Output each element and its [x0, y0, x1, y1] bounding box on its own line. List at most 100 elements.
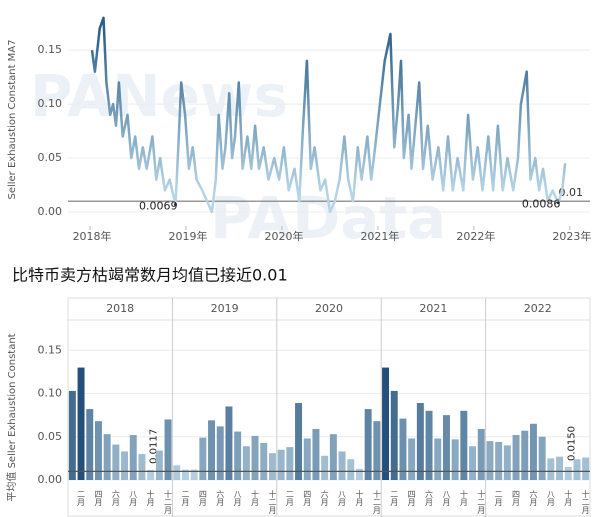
x-tick-label: 十二月 — [581, 489, 590, 515]
x-tick-label: 六月 — [216, 489, 225, 507]
bar — [399, 418, 407, 480]
y-tick-label: 0.10 — [38, 387, 63, 400]
bar — [138, 454, 146, 480]
value-label: 0.0117 — [149, 429, 160, 464]
value-label: 0.0150 — [566, 426, 577, 461]
bar — [190, 469, 198, 480]
bar — [547, 458, 555, 480]
bar — [94, 421, 102, 480]
x-tick-label: 八月 — [546, 490, 555, 507]
bar — [425, 410, 433, 480]
bar — [181, 469, 189, 480]
x-tick-label: 八月 — [129, 490, 138, 507]
bar — [503, 445, 511, 480]
group-header: 2019 — [211, 302, 239, 315]
x-tick-label: 2020年 — [264, 229, 303, 243]
x-tick-label: 四月 — [512, 490, 521, 507]
bar — [260, 442, 268, 480]
bar — [486, 441, 494, 480]
bar — [312, 428, 320, 480]
annotation-label: 0.0086 — [522, 198, 561, 211]
x-tick-label: 二月 — [390, 490, 399, 507]
bar — [77, 367, 85, 480]
bar — [234, 431, 242, 480]
x-tick-label: 十月 — [564, 489, 573, 507]
x-tick-label: 十二月 — [372, 489, 381, 515]
bar — [164, 419, 172, 480]
y-tick-label: 0.00 — [38, 473, 63, 486]
bar — [103, 434, 111, 480]
x-tick-label: 二月 — [285, 490, 294, 507]
group-header: 2022 — [524, 302, 552, 315]
bar — [573, 459, 581, 480]
chart-title: 比特币卖方枯竭常数月均值已接近0.01 — [12, 266, 288, 285]
bar — [382, 367, 390, 480]
x-tick-label: 六月 — [529, 489, 538, 507]
group-header: 2020 — [315, 302, 343, 315]
x-tick-label: 六月 — [320, 489, 329, 507]
x-tick-label: 十月 — [355, 489, 364, 507]
y-axis-label: 平均值 Seller Exhaustion Constant — [5, 333, 18, 501]
x-tick-label: 二月 — [494, 490, 503, 507]
bar — [556, 456, 564, 480]
bar — [364, 409, 372, 480]
bar — [373, 421, 381, 480]
annotation-label: 0.0069 — [139, 200, 178, 213]
bar — [216, 426, 224, 480]
x-tick-label: 二月 — [77, 490, 86, 507]
x-tick-label: 四月 — [198, 490, 207, 507]
bar — [208, 420, 216, 480]
bar — [268, 453, 276, 480]
x-tick-label: 四月 — [94, 490, 103, 507]
bar — [286, 447, 294, 480]
bar — [155, 450, 163, 480]
y-tick-label: 0.00 — [38, 205, 63, 218]
group-header: 2021 — [419, 302, 447, 315]
bar — [434, 438, 442, 480]
bar — [582, 457, 590, 480]
bar — [355, 468, 363, 480]
x-tick-label: 八月 — [442, 490, 451, 507]
watermark: PANews — [30, 62, 288, 130]
bar — [442, 415, 450, 480]
bar — [521, 430, 529, 480]
x-tick-label: 十月 — [459, 489, 468, 507]
reference-label: 0.01 — [559, 186, 584, 199]
bar — [347, 459, 355, 480]
bar — [564, 467, 572, 480]
y-tick-label: 0.15 — [38, 43, 63, 56]
x-tick-label: 十二月 — [164, 489, 173, 515]
bar — [242, 446, 250, 480]
bar — [390, 390, 398, 480]
bar — [408, 438, 416, 480]
panel-frame — [67, 297, 591, 517]
bar — [147, 469, 155, 480]
annotation-point — [173, 203, 177, 207]
x-tick-label: 2018年 — [73, 229, 112, 243]
x-tick-label: 六月 — [425, 489, 434, 507]
x-tick-label: 八月 — [338, 490, 347, 507]
bar — [295, 403, 303, 480]
x-tick-label: 十月 — [251, 489, 260, 507]
x-tick-label: 十二月 — [268, 489, 277, 515]
bar — [469, 446, 477, 480]
data-line — [90, 16, 567, 214]
group-header: 2018 — [106, 302, 134, 315]
bar — [112, 444, 120, 480]
bar — [451, 439, 459, 480]
bar — [277, 449, 285, 480]
x-tick-label: 2021年 — [360, 229, 399, 243]
x-tick-label: 2023年 — [552, 229, 591, 243]
bar — [416, 403, 424, 480]
y-tick-label: 0.05 — [38, 430, 63, 443]
bar — [86, 409, 94, 480]
x-tick-label: 四月 — [303, 490, 312, 507]
x-tick-label: 四月 — [407, 490, 416, 507]
x-tick-label: 十二月 — [477, 489, 486, 515]
y-tick-label: 0.15 — [38, 343, 63, 356]
bar — [68, 390, 76, 480]
x-tick-label: 2022年 — [456, 229, 495, 243]
x-tick-label: 六月 — [111, 489, 120, 507]
x-tick-label: 2019年 — [169, 229, 208, 243]
